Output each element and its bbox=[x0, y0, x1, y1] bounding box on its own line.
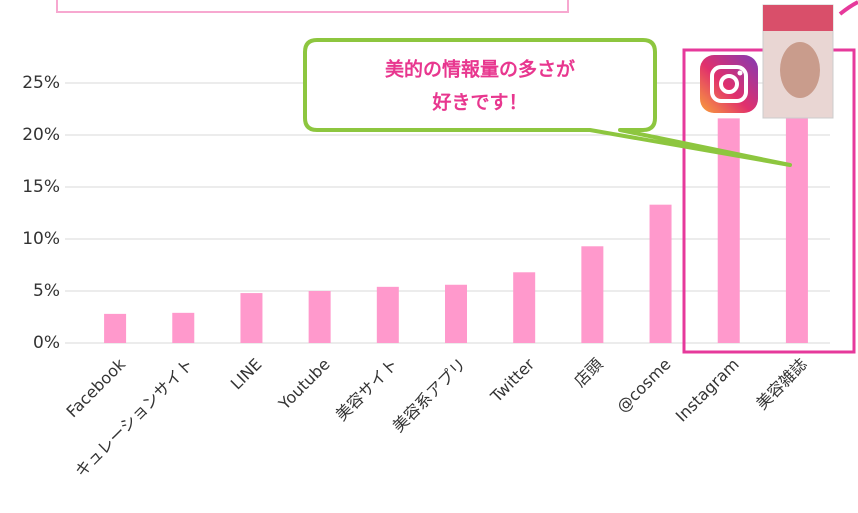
x-tick-label: 美容サイト bbox=[332, 355, 402, 425]
bar bbox=[785, 115, 808, 344]
bar bbox=[445, 284, 467, 343]
y-tick-label: 25% bbox=[22, 73, 60, 93]
x-tick-label: キュレーションサイト bbox=[71, 355, 197, 481]
y-tick-label: 15% bbox=[22, 177, 60, 197]
bar bbox=[240, 293, 263, 343]
y-tick-label: 0% bbox=[33, 333, 60, 353]
bar bbox=[513, 272, 536, 343]
bar bbox=[581, 246, 604, 343]
x-tick-label: LINE bbox=[227, 355, 266, 394]
instagram-icon bbox=[700, 55, 758, 113]
bar bbox=[172, 312, 195, 343]
y-tick-label: 10% bbox=[22, 229, 60, 249]
magazine-photo bbox=[780, 42, 820, 98]
x-tick-label: Youtube bbox=[274, 355, 333, 414]
bar bbox=[649, 204, 672, 343]
instagram-icon-frame bbox=[710, 65, 748, 103]
x-tick-label: 美容雑誌 bbox=[752, 355, 811, 414]
y-tick-label: 20% bbox=[22, 125, 60, 145]
instagram-icon-lens bbox=[719, 74, 739, 94]
bar bbox=[104, 313, 127, 343]
callout bbox=[303, 38, 792, 167]
x-tick-label: 美容系アプリ bbox=[389, 355, 470, 436]
instagram-icon-dot bbox=[737, 70, 743, 76]
x-tick-label: 店頭 bbox=[570, 355, 606, 391]
x-tick-label: Instagram bbox=[672, 355, 743, 426]
magazine-masthead bbox=[763, 5, 833, 31]
corner-mark bbox=[838, 0, 858, 16]
callout-text: 美的の情報量の多さが bbox=[385, 58, 575, 81]
bar bbox=[308, 291, 331, 343]
bar bbox=[717, 118, 740, 343]
x-tick-label: @cosme bbox=[613, 355, 675, 417]
bar bbox=[376, 286, 399, 343]
top-box bbox=[56, 0, 569, 13]
x-tick-label: Facebook bbox=[63, 354, 130, 421]
y-tick-label: 5% bbox=[33, 281, 60, 301]
x-tick-label: Twitter bbox=[486, 354, 538, 406]
callout-text: 好きです！ bbox=[431, 91, 527, 114]
